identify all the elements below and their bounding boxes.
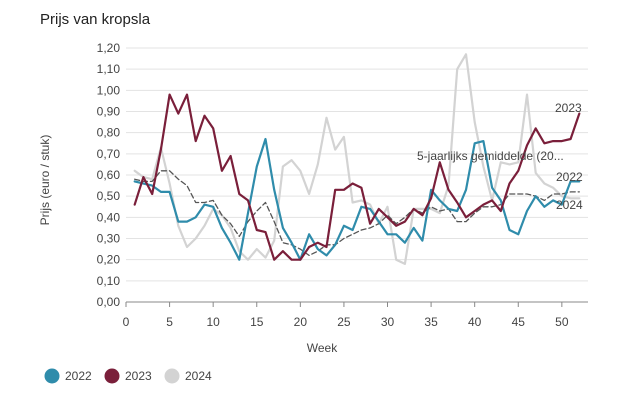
x-tick-label: 20 — [294, 315, 308, 329]
x-tick-label: 30 — [381, 315, 395, 329]
y-tick-label: 0,30 — [97, 232, 121, 246]
x-tick-label: 45 — [512, 315, 526, 329]
y-tick-label: 1,20 — [97, 41, 121, 55]
y-axis-ticks: 0,00 0,10 0,20 0,30 0,40 0,50 0,60 0,70 0,80 0,90… — [97, 41, 121, 309]
series-line-2022 — [133, 137, 581, 261]
series-end-label-2022: 2022 — [556, 170, 583, 184]
y-tick-label: 1,00 — [97, 83, 121, 97]
grid — [126, 47, 588, 303]
chart-title: Prijs van kropsla — [40, 11, 151, 28]
y-tick-label: 0,10 — [97, 274, 121, 288]
y-tick-label: 0,20 — [97, 253, 121, 267]
y-tick-label: 1,10 — [97, 62, 121, 76]
series-line-average — [134, 170, 580, 257]
x-tick-label: 10 — [206, 315, 220, 329]
legend-label: 2023 — [125, 369, 152, 383]
series-line-2024 — [133, 53, 581, 265]
legend-label: 2022 — [65, 369, 92, 383]
x-tick-label: 0 — [123, 315, 130, 329]
y-tick-label: 0,50 — [97, 189, 121, 203]
y-tick-label: 0,60 — [97, 168, 121, 182]
series-end-label-2023: 2023 — [555, 101, 582, 115]
x-tick-label: 25 — [337, 315, 351, 329]
x-axis-ticks: 0 5 10 15 20 25 30 35 40 45 50 — [123, 302, 569, 329]
y-tick-label: 0,40 — [97, 210, 121, 224]
legend-swatch — [164, 368, 180, 384]
series-end-label-average: 5-jaarlijks gemiddelde (20... — [417, 149, 564, 163]
x-tick-label: 40 — [468, 315, 482, 329]
legend: 2022 2023 2024 — [44, 368, 212, 384]
y-tick-label: 0,80 — [97, 126, 121, 140]
y-axis-label: Prijs (euro / stuk) — [38, 135, 52, 226]
series-lines — [133, 53, 581, 265]
series-end-labels: 2022 2023 2024 5-jaarlijks gemiddelde (20..… — [417, 101, 583, 212]
legend-swatch — [44, 368, 60, 384]
legend-label: 2024 — [185, 369, 212, 383]
x-axis-label: Week — [307, 341, 338, 355]
y-tick-label: 0,90 — [97, 105, 121, 119]
y-tick-label: 0,70 — [97, 147, 121, 161]
y-tick-label: 0,00 — [97, 295, 121, 309]
legend-swatch — [104, 368, 120, 384]
x-tick-label: 35 — [424, 315, 438, 329]
series-end-label-2024: 2024 — [556, 198, 583, 212]
series-line-2023 — [133, 93, 581, 261]
x-tick-label: 50 — [555, 315, 569, 329]
x-tick-label: 5 — [166, 315, 173, 329]
x-tick-label: 15 — [250, 315, 264, 329]
